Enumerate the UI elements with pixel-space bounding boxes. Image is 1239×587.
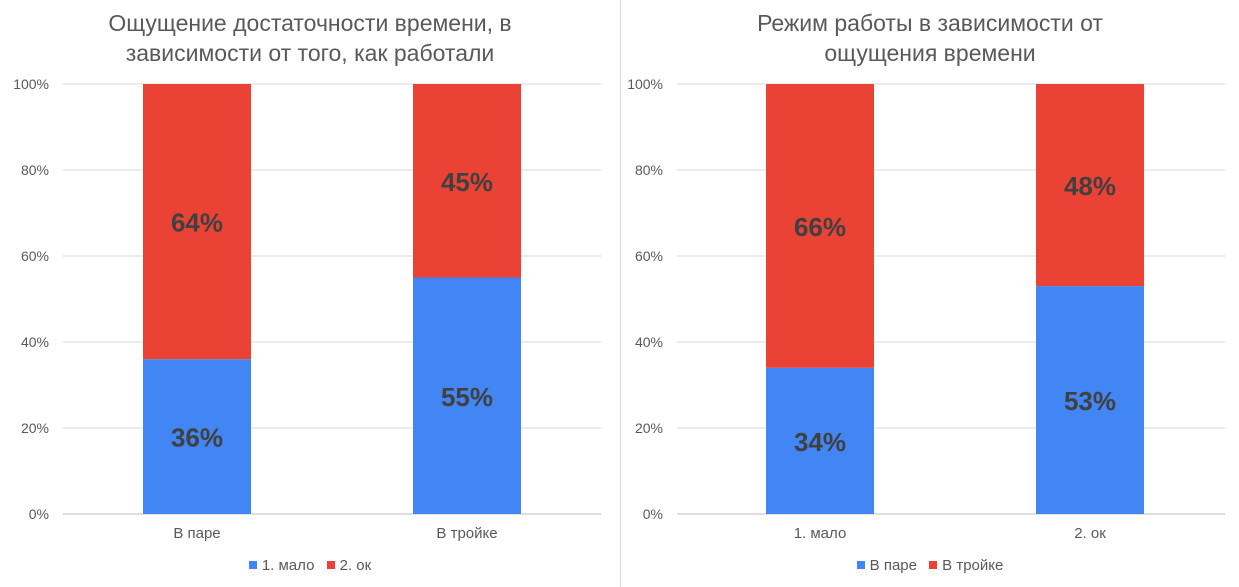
x-tick-label: 2. ок [1074, 525, 1106, 542]
chart-left: Ощущение достаточности времени, в зависи… [0, 8, 620, 574]
chart-title: Ощущение достаточности времени, в зависи… [0, 8, 620, 68]
x-tick-label: В паре [173, 525, 220, 542]
chart-plot-area: 0% 20% 40% 60% 80% 100% 34% 66% 1. мало 53% 48% 2. … [627, 76, 1225, 542]
y-tick-label: 20% [635, 420, 663, 436]
y-tick-label: 80% [21, 162, 49, 178]
chart-title-line-2: зависимости от того, как работали [125, 40, 495, 66]
data-label: 45% [441, 167, 493, 197]
chart-title-line-1: Ощущение достаточности времени, в [108, 10, 512, 36]
legend-item-series-2: В тройке [929, 557, 1003, 574]
data-label: 64% [171, 208, 223, 238]
y-tick-label: 40% [21, 334, 49, 350]
data-label: 66% [794, 212, 846, 242]
data-label: 48% [1064, 171, 1116, 201]
legend-label-series-1: 1. мало [261, 556, 315, 574]
bar-segment [143, 359, 251, 514]
bar-segment [1036, 84, 1144, 287]
chart-title: Режим работы в зависимости от ощущения в… [621, 8, 1239, 68]
x-tick-label: В тройке [436, 525, 497, 542]
legend-swatch-series-1 [248, 561, 257, 569]
y-tick-label: 0% [29, 506, 49, 522]
y-tick-label: 0% [643, 506, 663, 522]
chart-title-line-2: ощущения времени [824, 40, 1036, 66]
legend-label-series-2: 2. ок [339, 556, 372, 574]
y-tick-label: 100% [13, 76, 49, 92]
y-tick-label: 80% [635, 162, 663, 178]
chart-legend: В паре В тройке [621, 556, 1239, 574]
data-label: 55% [441, 382, 493, 412]
chart-title-line-1: Режим работы в зависимости от [757, 10, 1103, 36]
legend-swatch-series-2 [929, 561, 938, 569]
bar-segment [413, 84, 521, 278]
legend-label-series-1: В паре [869, 556, 917, 574]
x-tick-label: 1. мало [794, 525, 847, 542]
y-tick-label: 60% [635, 248, 663, 264]
bar-segment [1036, 286, 1144, 514]
legend-item-series-1: 1. мало [248, 556, 315, 574]
bar-segment [413, 277, 521, 514]
legend-swatch-series-2 [326, 561, 335, 569]
data-label: 53% [1064, 386, 1116, 416]
chart-plot-area: 0% 20% 40% 60% 80% 100% 36% 64% В паре 55% 45% В тр… [13, 76, 601, 542]
legend-item-series-1: В паре [856, 556, 917, 574]
y-tick-label: 40% [635, 334, 663, 350]
panel-divider [620, 0, 621, 587]
data-label: 34% [794, 427, 846, 457]
chart-legend: 1. мало 2. ок [0, 556, 620, 574]
y-tick-label: 100% [627, 76, 663, 92]
bar-segment [143, 84, 251, 360]
legend-item-series-2: 2. ок [326, 556, 372, 574]
bar-segment [766, 367, 874, 514]
legend-label-series-2: В тройке [942, 556, 1004, 574]
y-tick-label: 60% [21, 248, 49, 264]
data-label: 36% [171, 423, 223, 453]
y-tick-label: 20% [21, 420, 49, 436]
bar-segment [766, 84, 874, 368]
chart-right: Режим работы в зависимости от ощущения в… [621, 0, 1239, 587]
legend-swatch-series-1 [856, 561, 865, 569]
